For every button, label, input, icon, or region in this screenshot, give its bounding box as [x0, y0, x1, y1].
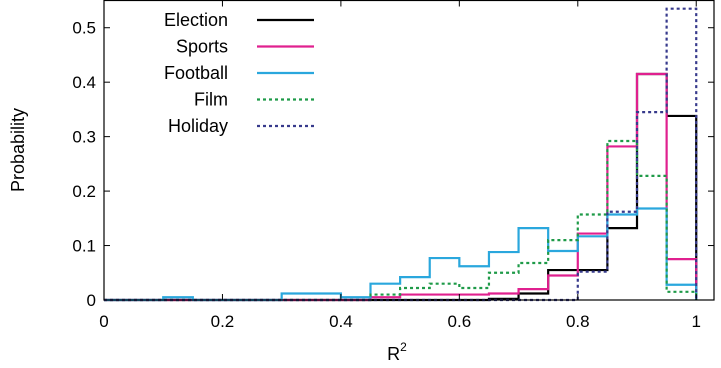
- x-axis-label-superscript: 2: [400, 340, 407, 354]
- y-tick-label: 0.2: [72, 182, 96, 201]
- y-tick-label: 0: [87, 291, 96, 310]
- legend-label-film: Film: [194, 90, 228, 110]
- y-tick-label: 0.1: [72, 237, 96, 256]
- plot-frame: [103, 0, 715, 301]
- legend-label-election: Election: [164, 10, 228, 30]
- legend: Election Sports Football Film Holiday: [164, 10, 314, 136]
- x-tick-label: 0: [99, 312, 108, 331]
- x-axis-label: R2: [387, 340, 407, 364]
- x-tick-label: 0.8: [566, 312, 590, 331]
- y-tick-label: 0.5: [72, 19, 96, 38]
- y-axis-label: Probability: [8, 108, 28, 192]
- legend-label-football: Football: [164, 63, 228, 83]
- series-holiday-line: [104, 7, 698, 302]
- x-tick-label: 0.4: [329, 312, 353, 331]
- y-tick-label: 0.3: [72, 128, 96, 147]
- x-tick-label: 0.6: [448, 312, 472, 331]
- x-axis-label-base: R: [387, 344, 400, 364]
- legend-label-sports: Sports: [176, 37, 228, 57]
- ticks-layer: 0 0.2 0.4 0.6 0.8 1 0 0.1 0.2 0.3 0.4 0.5: [72, 0, 714, 331]
- y-tick-label: 0.4: [72, 73, 96, 92]
- x-tick-label: 0.2: [211, 312, 235, 331]
- x-tick-label: 1: [691, 312, 700, 331]
- legend-label-holiday: Holiday: [168, 116, 228, 136]
